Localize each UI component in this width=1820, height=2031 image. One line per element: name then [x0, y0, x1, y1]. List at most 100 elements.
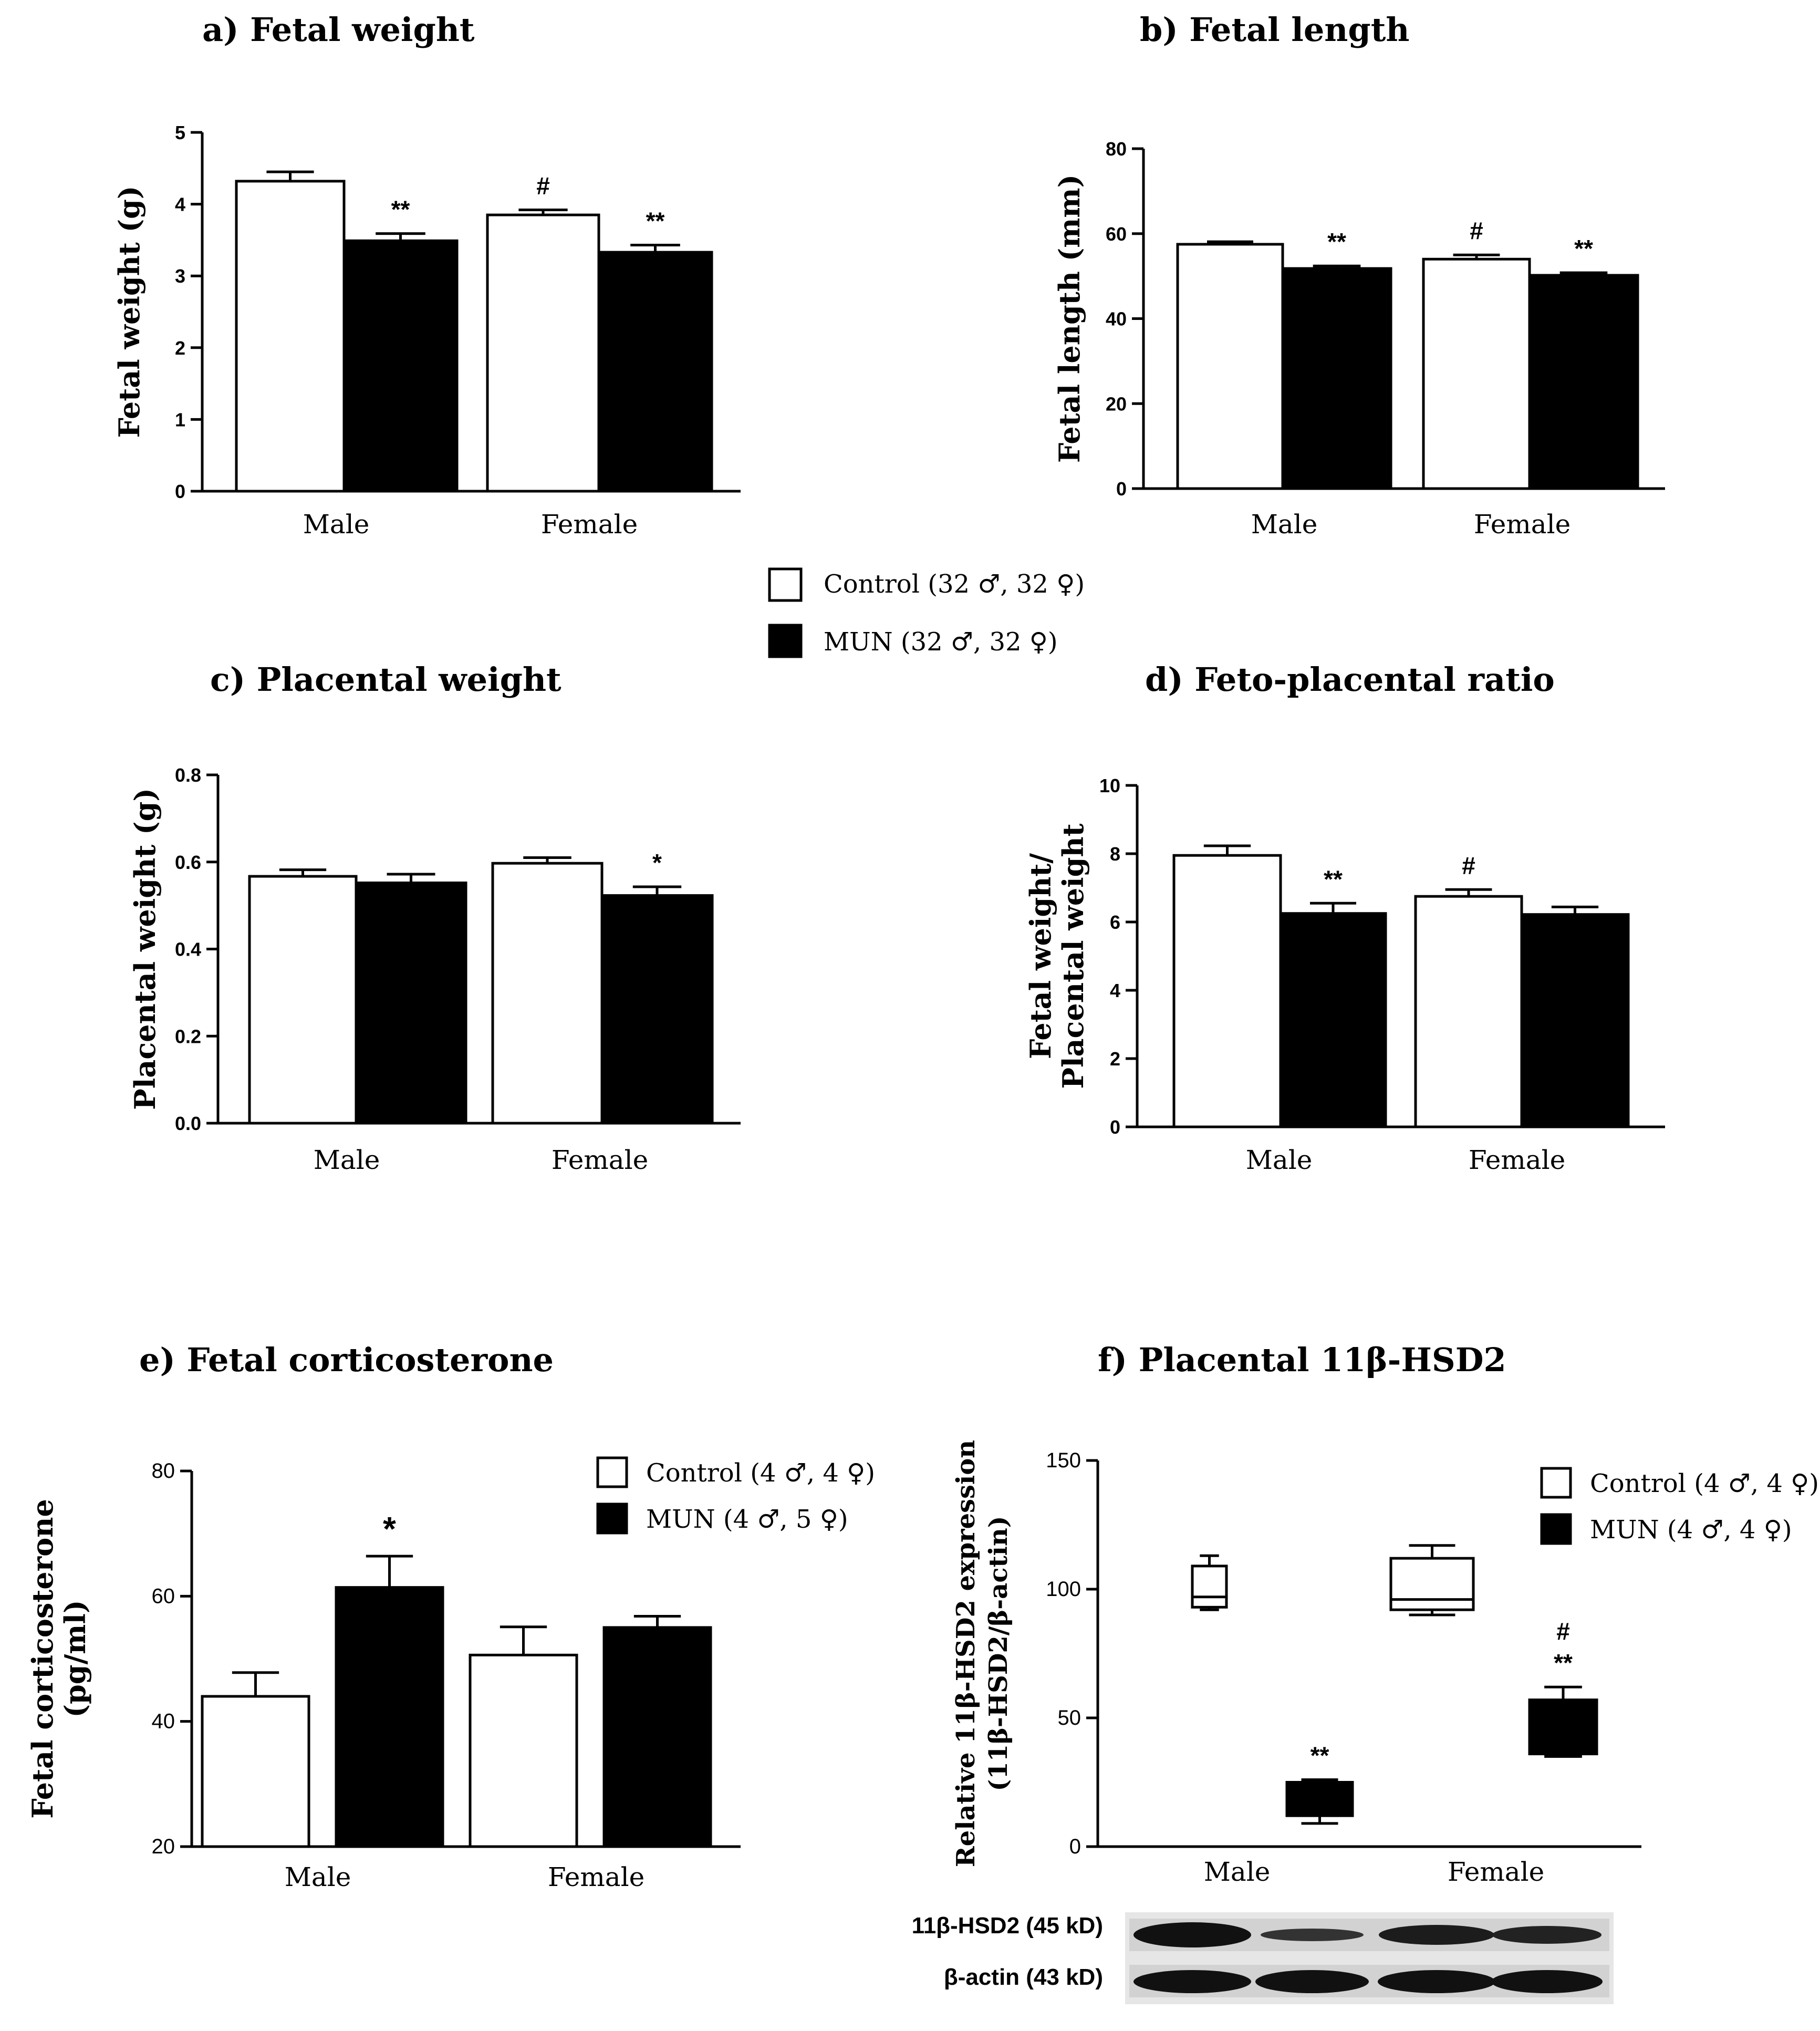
bar-a-control-male [235, 180, 346, 493]
significance-marker-b: # [1470, 217, 1483, 244]
western-blot-image [1125, 1912, 1614, 2004]
blot-band-hsd2-mun-female [1492, 1926, 1601, 1944]
y-axis-label-f: Relative 11β-HSD2 expression (11β-HSD2/β-… [951, 1440, 1013, 1867]
bar-a-control-female [486, 213, 600, 493]
y-tick-label-c: 0.8 [175, 764, 201, 786]
blot-band-hsd2-ctrl-female [1379, 1925, 1494, 1945]
box-f-control-male [1191, 1564, 1228, 1609]
chart-title-b: b) Fetal length [1140, 11, 1409, 49]
y-tick-label-a: 2 [175, 337, 185, 359]
y-tick-label-f: 150 [1046, 1449, 1081, 1472]
bar-a-mun-female [597, 251, 713, 493]
significance-marker-f: # [1556, 1618, 1570, 1645]
blot-label-actin: β-actin (43 kD) [944, 1964, 1103, 1990]
legend-label-f: Control (4 ♂, 4 ♀) [1590, 1469, 1819, 1498]
significance-marker-f: ** [1554, 1649, 1573, 1676]
y-tick-label-e: 20 [152, 1835, 175, 1858]
x-category-label-b: Male [1251, 509, 1318, 540]
bar-b-mun-male [1281, 267, 1392, 490]
bar-b-control-female [1422, 257, 1531, 490]
x-category-label-e: Female [548, 1862, 644, 1892]
y-axis-label-b: Fetal length (mm) [1053, 174, 1086, 463]
y-tick-label-b: 0 [1116, 478, 1127, 500]
x-category-label-a: Male [303, 509, 370, 540]
x-category-label-c: Female [552, 1145, 648, 1175]
blot-label-hsd2: 11β-HSD2 (45 kD) [912, 1913, 1103, 1939]
bar-d-mun-male [1279, 912, 1387, 1128]
significance-marker-c: * [652, 849, 662, 876]
legend-main: Control (32 ♂, 32 ♀) MUN (32 ♂, 32 ♀) [768, 567, 1085, 658]
blot-band-actin-ctrl-male [1133, 1970, 1251, 1993]
significance-marker-b: ** [1327, 228, 1346, 255]
x-category-label-f: Male [1204, 1857, 1271, 1887]
chart-a: a) Fetal weight 0 1 2 3 4 5 Male Female Fetal wei… [112, 11, 741, 540]
chart-title-d: d) Feto-placental ratio [1145, 660, 1555, 699]
y-tick-label-d: 0 [1110, 1116, 1120, 1138]
x-category-label-a: Female [541, 509, 638, 540]
x-category-label-e: Male [285, 1862, 351, 1892]
y-tick-label-d: 4 [1110, 980, 1120, 1001]
y-tick-label-f: 50 [1058, 1706, 1081, 1729]
significance-marker-f: ** [1311, 1742, 1329, 1769]
y-tick-label-d: 2 [1110, 1048, 1120, 1070]
y-tick-label-a: 1 [175, 409, 185, 430]
chart-f: f) Placental 11β-HSD2 0 50 100 150 Male Female… [951, 1341, 1819, 1887]
y-tick-label-f: 0 [1069, 1835, 1081, 1858]
x-category-label-c: Male [314, 1145, 380, 1175]
box-f-mun-male [1285, 1781, 1354, 1817]
bar-c-mun-female [600, 894, 714, 1125]
y-tick-label-a: 5 [175, 122, 185, 143]
chart-title-f: f) Placental 11β-HSD2 [1098, 1341, 1506, 1379]
significance-marker-b: ** [1574, 235, 1593, 262]
legend-control-label: Control (32 ♂, 32 ♀) [824, 569, 1085, 599]
x-category-label-b: Female [1474, 509, 1571, 540]
y-tick-label-c: 0.6 [175, 852, 201, 873]
legend-label-e: Control (4 ♂, 4 ♀) [646, 1458, 875, 1488]
y-tick-label-c: 0.2 [175, 1025, 201, 1047]
legend-label-f: MUN (4 ♂, 4 ♀) [1590, 1515, 1792, 1545]
x-category-label-d: Female [1469, 1145, 1565, 1175]
bar-e-control-female [469, 1653, 578, 1848]
bar-d-control-male [1172, 854, 1282, 1128]
bar-e-control-male [201, 1695, 310, 1848]
chart-e: e) Fetal corticosterone 20 40 60 80 Male Femal… [26, 1341, 875, 1892]
bar-d-mun-female [1520, 913, 1630, 1128]
chart-title-e: e) Fetal corticosterone [139, 1341, 554, 1379]
box-f-control-female [1389, 1557, 1475, 1611]
blot-band-hsd2-mun-male [1261, 1929, 1364, 1941]
y-tick-label-b: 20 [1106, 393, 1127, 415]
y-tick-label-e: 60 [152, 1584, 175, 1608]
x-category-label-f: Female [1448, 1857, 1544, 1887]
bar-c-mun-male [355, 882, 467, 1125]
y-tick-label-d: 8 [1110, 843, 1120, 865]
legend-swatch-e [596, 1456, 628, 1488]
y-axis-label-a: Fetal weight (g) [112, 186, 146, 438]
y-tick-label-f: 100 [1046, 1578, 1081, 1601]
y-tick-label-c: 0.0 [175, 1113, 201, 1134]
legend-label-e: MUN (4 ♂, 5 ♀) [646, 1505, 848, 1534]
bar-b-mun-female [1528, 274, 1639, 490]
bar-e-mun-male [335, 1586, 444, 1848]
significance-marker-e: * [383, 1510, 396, 1548]
y-tick-label-a: 3 [175, 265, 185, 287]
bar-c-control-female [491, 862, 604, 1125]
significance-marker-a: # [536, 172, 550, 200]
y-tick-label-e: 40 [152, 1710, 175, 1733]
legend-swatch-e [596, 1502, 628, 1535]
significance-marker-a: ** [391, 196, 410, 223]
y-tick-label-b: 40 [1106, 308, 1127, 330]
y-tick-label-d: 10 [1099, 775, 1120, 796]
bar-a-mun-male [342, 239, 459, 493]
bar-b-control-male [1176, 243, 1284, 490]
legend-mun-swatch [768, 624, 803, 658]
y-axis-label-c: Placental weight (g) [128, 788, 162, 1110]
chart-b: b) Fetal length 0 20 40 60 80 Male Female Fetal … [1053, 11, 1665, 540]
y-tick-label-e: 80 [152, 1459, 175, 1483]
legend-mun-label: MUN (32 ♂, 32 ♀) [824, 627, 1058, 657]
y-tick-label-b: 60 [1106, 223, 1127, 245]
significance-marker-d: ** [1324, 865, 1343, 893]
legend-swatch-f [1540, 1513, 1572, 1545]
chart-c: c) Placental weight 0.0 0.2 0.4 0.6 0.8 Male Fe… [128, 660, 741, 1175]
